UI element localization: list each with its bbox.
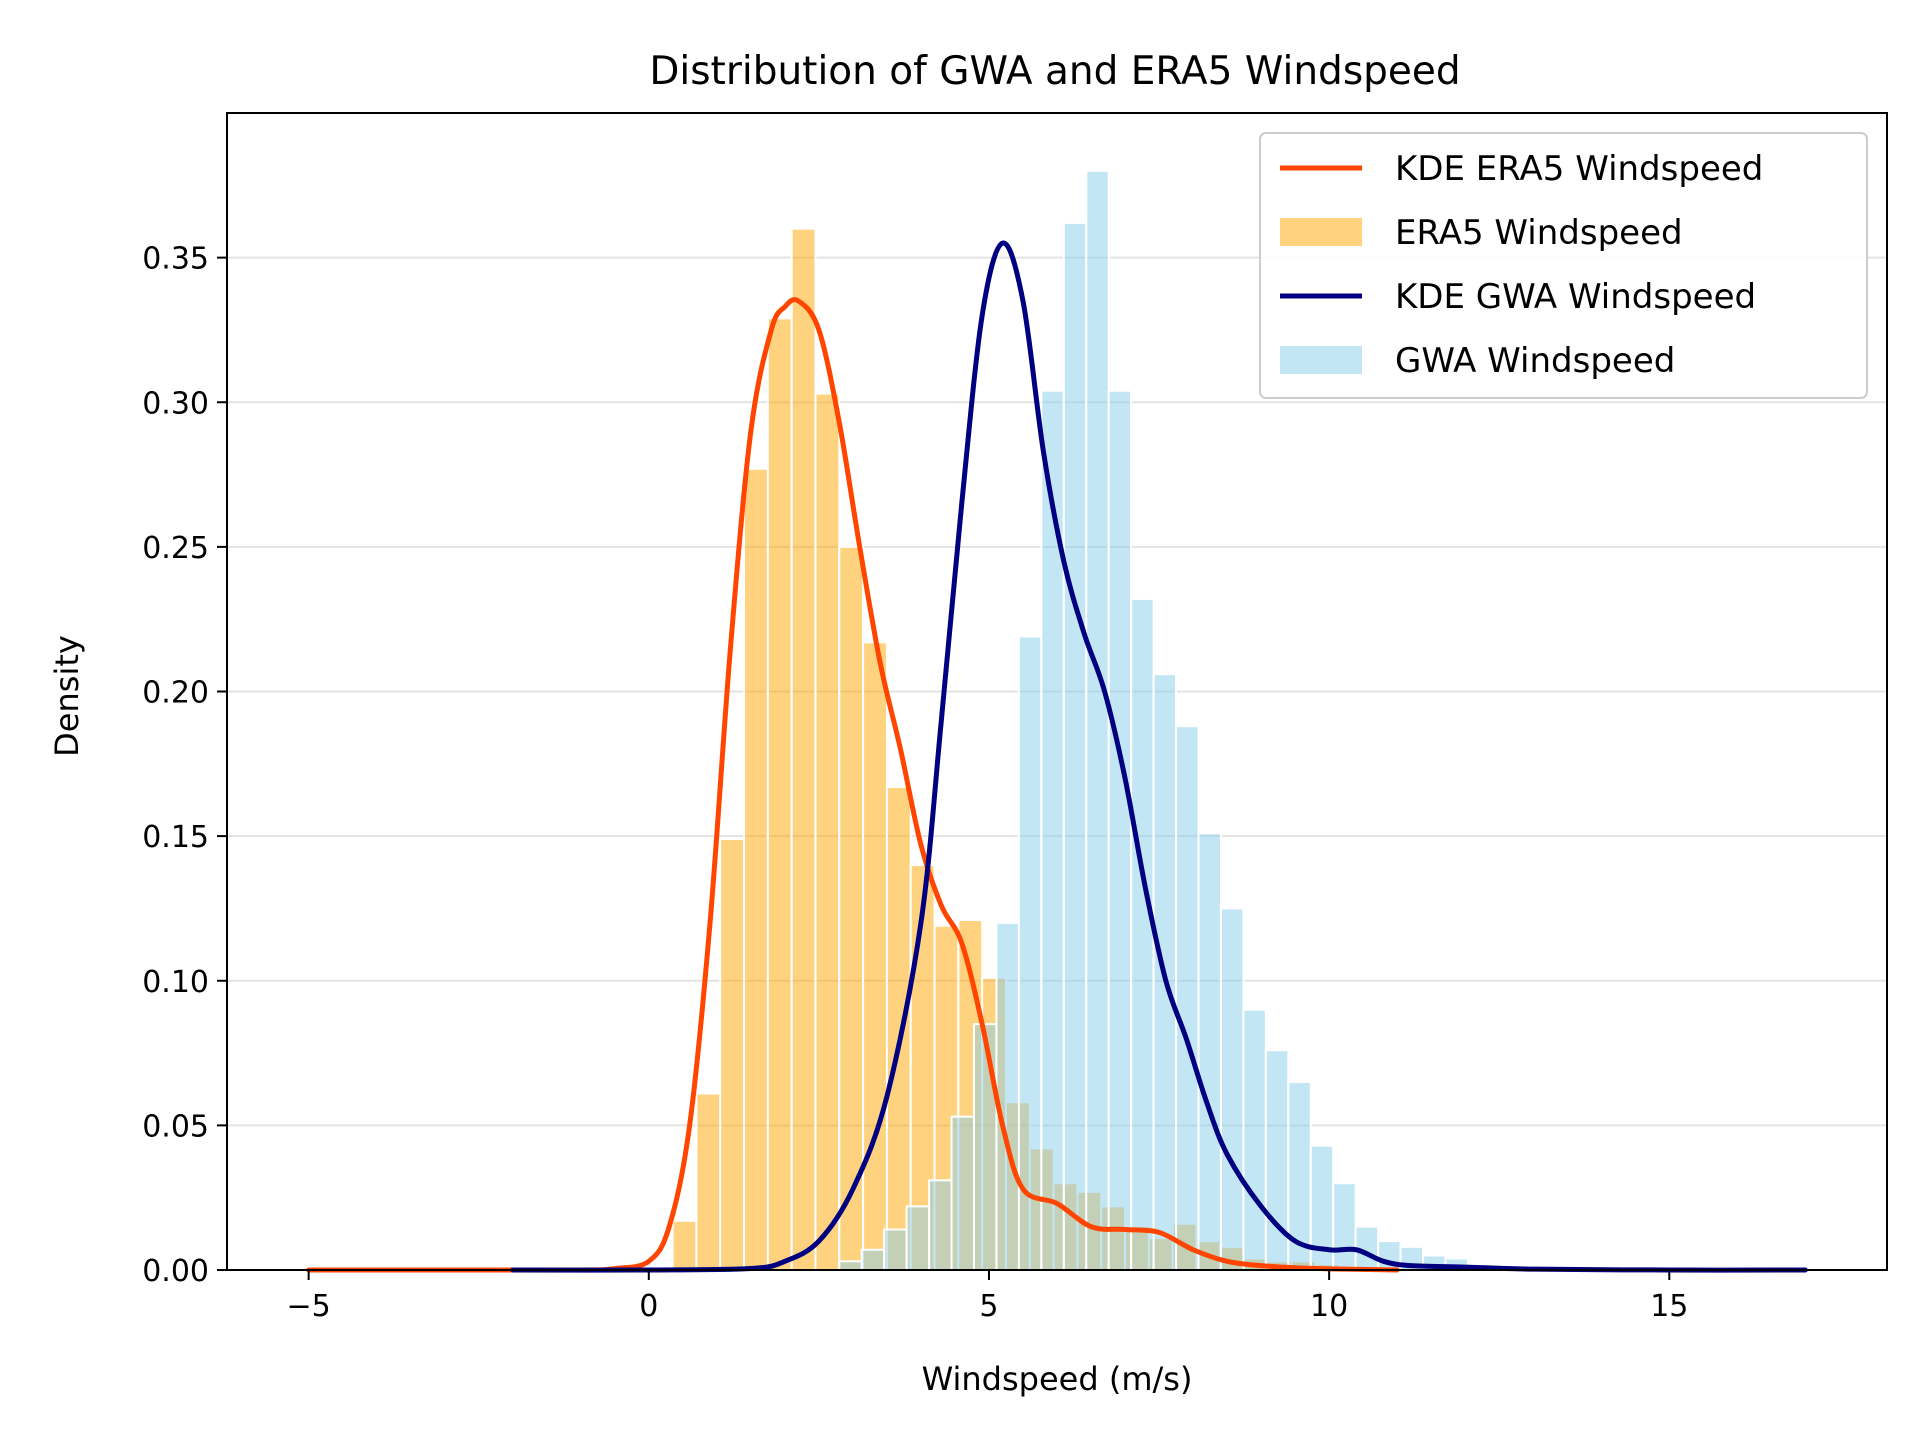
gwa-windspeed-bar-12	[1107, 389, 1133, 1271]
era5-windspeed-bar-1	[695, 1092, 722, 1271]
gwa-windspeed-bar-1	[860, 1248, 886, 1271]
x-tick-label-2: 5	[979, 1289, 998, 1324]
gwa-windspeed-bar-10	[1062, 221, 1088, 1271]
y-axis-label: Density	[48, 635, 86, 757]
gwa-windspeed-bar-8	[1017, 635, 1043, 1271]
chart-title: Distribution of GWA and ERA5 Windspeed	[649, 49, 1460, 94]
legend-swatch-gwa-windspeed	[1280, 346, 1362, 374]
legend-label-era5-windspeed: ERA5 Windspeed	[1395, 213, 1683, 253]
y-tick-label-1: 0.05	[142, 1109, 209, 1144]
kde-era5-windspeed-curve	[306, 297, 1400, 1273]
legend-label-kde-gwa-windspeed: KDE GWA Windspeed	[1395, 277, 1756, 317]
x-tick-label-4: 15	[1650, 1289, 1688, 1324]
era5-windspeed-bar-4	[766, 317, 793, 1271]
y-axis: 0.00 0.05 0.10 0.15 0.20 0.25 0.30 0.35	[142, 242, 227, 1289]
legend: KDE ERA5 Windspeed ERA5 Windspeed KDE GWA …	[1259, 132, 1868, 399]
gwa-windspeed-bar-11	[1085, 169, 1110, 1272]
era5-windspeed-bar-8	[862, 641, 888, 1271]
legend-swatch-era5-windspeed	[1280, 218, 1362, 246]
y-tick-label-7: 0.35	[142, 242, 209, 277]
legend-label-kde-era5-windspeed: KDE ERA5 Windspeed	[1395, 149, 1763, 189]
gwa-windspeed-bar-16	[1197, 832, 1222, 1271]
y-tick-label-2: 0.10	[142, 965, 209, 1000]
gwa-windspeed-bar-22	[1332, 1182, 1357, 1271]
kde-gwa-windspeed-curve	[510, 240, 1808, 1273]
y-tick-label-3: 0.15	[142, 820, 209, 855]
x-tick-label-1: 0	[639, 1289, 658, 1324]
era5-windspeed-bar-2	[719, 838, 746, 1272]
era5-windspeed-bar-7	[838, 545, 865, 1271]
gwa-windspeed-bar-17	[1219, 907, 1245, 1271]
gwa-windspeed-bar-9	[1040, 389, 1065, 1271]
kde-lines	[306, 240, 1808, 1273]
gwa-windspeed-bar-18	[1242, 1008, 1267, 1271]
x-tick-label-3: 10	[1310, 1289, 1348, 1324]
legend-label-gwa-windspeed: GWA Windspeed	[1395, 341, 1675, 381]
y-tick-label-4: 0.20	[142, 676, 209, 711]
gwa-windspeed-bar-3	[905, 1205, 931, 1271]
x-axis: −5 0 5 10 15	[287, 1270, 1688, 1324]
y-tick-label-5: 0.25	[142, 531, 209, 566]
gwa-windspeed-bar-2	[883, 1228, 908, 1272]
era5-windspeed-bar-6	[814, 392, 841, 1271]
x-tick-label-0: −5	[287, 1289, 331, 1324]
gwa-windspeed-bar-13	[1130, 597, 1155, 1271]
gwa-windspeed-bar-0	[838, 1260, 863, 1272]
legend-frame	[1259, 132, 1868, 399]
gwa-windspeed-bar-6	[973, 1023, 998, 1271]
era5-windspeed-bar-0	[671, 1219, 698, 1272]
x-axis-label: Windspeed (m/s)	[922, 1360, 1193, 1398]
y-tick-label-6: 0.30	[142, 386, 209, 421]
gwa-windspeed-bar-7	[995, 921, 1020, 1272]
gwa-windspeed-bar-15	[1175, 725, 1200, 1271]
era5-windspeed-bar-5	[790, 227, 817, 1272]
gwa-windspeed-bar-19	[1264, 1049, 1290, 1272]
gwa-windspeed-bar-4	[928, 1179, 953, 1272]
era5-windspeed-bar-3	[743, 467, 769, 1271]
legend-items: KDE ERA5 Windspeed ERA5 Windspeed KDE GWA …	[1280, 149, 1763, 381]
gwa-windspeed-bar-5	[950, 1115, 976, 1272]
y-tick-label-0: 0.00	[142, 1254, 209, 1289]
era5-windspeed-bar-9	[885, 785, 912, 1271]
